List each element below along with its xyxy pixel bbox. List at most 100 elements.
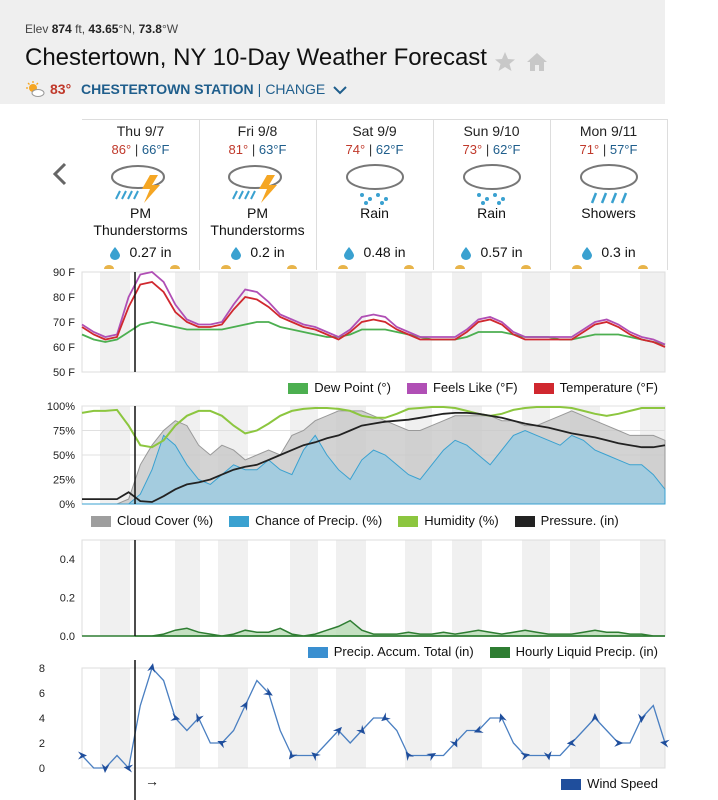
- y-tick-label: 0.4: [60, 554, 75, 566]
- y-tick-label: 70 F: [53, 317, 75, 329]
- legend-item[interactable]: Dew Point (°): [288, 380, 391, 395]
- day-temps: 81° | 63°F: [199, 142, 316, 157]
- legend-swatch: [533, 383, 554, 395]
- day-temps: 71° | 57°F: [550, 142, 667, 157]
- sunset-icon: [404, 265, 414, 269]
- scroll-right-arrow[interactable]: →: [145, 773, 159, 789]
- legend-item[interactable]: Humidity (%): [398, 513, 499, 528]
- sunset-icon: [170, 265, 180, 269]
- wind-direction-arrow: [591, 713, 600, 723]
- star-icon[interactable]: [493, 50, 517, 74]
- page-title: Chestertown, NY 10-Day Weather Forecast: [25, 44, 487, 71]
- legend-item[interactable]: Chance of Precip. (%): [229, 513, 382, 528]
- thunderstorm-icon: [110, 165, 165, 203]
- precip-value: 0.2 in: [250, 244, 285, 260]
- legend-label: Chance of Precip. (%): [255, 513, 383, 528]
- temperature-line: [81, 281, 666, 348]
- chevron-down-icon[interactable]: [333, 86, 347, 95]
- legend-item[interactable]: Feels Like (°F): [406, 380, 518, 395]
- station-name[interactable]: CHESTERTOWN STATION: [81, 81, 254, 97]
- legend-item[interactable]: Cloud Cover (%): [91, 513, 213, 528]
- wind-direction-arrow: [614, 738, 624, 747]
- condition-line-1: Rain: [477, 205, 506, 221]
- percentage-legend: Cloud Cover (%) Chance of Precip. (%) Humi…: [75, 513, 619, 528]
- day-card[interactable]: Fri 9/8 81° | 63°F PM Thunderstorms 0.2 in: [199, 120, 317, 270]
- day-card[interactable]: Sun 9/10 73° | 62°F Rain 0.57 in: [433, 120, 551, 270]
- night-band: [218, 668, 248, 768]
- night-band: [175, 668, 200, 768]
- day-card[interactable]: Sat 9/9 74° | 62°F Rain 0.48 in: [316, 120, 434, 270]
- low-temp: 57°F: [609, 142, 638, 157]
- precipitation-legend: Precip. Accum. Total (in) Hourly Liquid P…: [292, 644, 658, 659]
- precip-amount: 0.48 in: [316, 244, 433, 261]
- day-name: Sun 9/10: [463, 123, 520, 139]
- high-temp: 86°: [111, 142, 132, 157]
- day-temps: 74° | 62°F: [316, 142, 433, 157]
- y-tick-label: 0.0: [60, 631, 75, 643]
- wind-direction-arrow: [170, 713, 181, 721]
- day-name: Mon 9/11: [579, 123, 638, 139]
- night-band: [290, 272, 318, 372]
- night-band: [452, 272, 482, 372]
- legend-item[interactable]: Precip. Accum. Total (in): [307, 644, 474, 659]
- wind-direction-arrow: [638, 713, 647, 723]
- partly-cloudy-icon: [26, 81, 45, 97]
- legend-item[interactable]: Wind Speed: [561, 776, 658, 791]
- wind-direction-arrow: [263, 687, 273, 696]
- station-selector: CHESTERTOWN STATION | CHANGE: [81, 81, 347, 97]
- legend-item[interactable]: Temperature (°F): [533, 380, 658, 395]
- day-temps: 73° | 62°F: [433, 142, 550, 157]
- precip-chance-area: [82, 429, 666, 505]
- raindrop-icon: [461, 247, 472, 261]
- condition-line-1: PM: [130, 205, 151, 221]
- condition-line-1: Showers: [581, 205, 636, 221]
- wind-direction-arrow: [288, 749, 298, 760]
- precip-amount: 0.2 in: [199, 244, 316, 261]
- wind-direction-arrow: [449, 737, 458, 748]
- precip-value: 0.3 in: [601, 244, 636, 260]
- sunset-icon: [638, 265, 648, 269]
- wind-direction-arrow: [101, 763, 110, 773]
- home-icon[interactable]: [525, 50, 549, 74]
- legend-swatch: [288, 383, 309, 395]
- night-band: [290, 668, 318, 768]
- feels-like-line: [81, 271, 666, 346]
- y-tick-label: 25%: [53, 475, 75, 487]
- daily-forecast-strip: Thu 9/7 86° | 66°F PM Thunderstorms 0.27 in F…: [82, 119, 668, 270]
- sunrise-icon: [104, 265, 114, 269]
- low-temp: 63°F: [258, 142, 287, 157]
- night-band: [452, 540, 482, 636]
- low-temp: 62°F: [492, 142, 521, 157]
- legend-swatch: [398, 516, 419, 528]
- condition-line-2: Thunderstorms: [93, 222, 188, 238]
- plot-frame: [81, 271, 666, 373]
- high-temp: 74°: [345, 142, 366, 157]
- temp-separator: |: [134, 142, 139, 157]
- day-card[interactable]: Thu 9/7 86° | 66°F PM Thunderstorms 0.27 in: [82, 120, 200, 270]
- station-separator: |: [257, 81, 262, 97]
- wind-direction-arrow: [426, 753, 437, 761]
- night-band: [405, 272, 432, 372]
- precip-amount: 0.3 in: [550, 244, 667, 261]
- low-temp: 62°F: [375, 142, 404, 157]
- night-band: [218, 540, 248, 636]
- legend-swatch: [561, 779, 582, 791]
- legend-swatch: [91, 516, 111, 528]
- day-card[interactable]: Mon 9/11 71° | 57°F Showers 0.3 in: [550, 120, 668, 270]
- change-station-link[interactable]: CHANGE: [265, 81, 326, 97]
- y-tick-label: 4: [39, 713, 45, 725]
- wind-direction-arrow: [147, 663, 156, 673]
- high-temp: 71°: [579, 142, 600, 157]
- legend-label: Cloud Cover (%): [117, 513, 214, 528]
- temp-separator: |: [251, 142, 256, 157]
- legend-label: Dew Point (°): [314, 380, 391, 395]
- previous-days-arrow-icon[interactable]: [50, 160, 70, 188]
- thunderstorm-icon: [227, 165, 282, 203]
- legend-item[interactable]: Hourly Liquid Precip. (in): [489, 644, 658, 659]
- sunrise-icon: [455, 265, 465, 269]
- legend-item[interactable]: Pressure. (in): [514, 513, 619, 528]
- wind-direction-arrow: [332, 726, 342, 737]
- precip-value: 0.57 in: [480, 244, 523, 260]
- raindrop-icon: [344, 247, 355, 261]
- hourly-precip-area: [82, 619, 665, 637]
